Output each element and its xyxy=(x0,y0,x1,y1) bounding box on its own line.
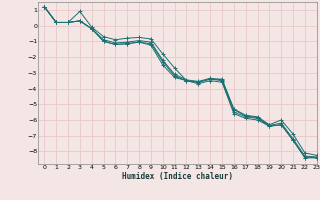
X-axis label: Humidex (Indice chaleur): Humidex (Indice chaleur) xyxy=(122,172,233,181)
